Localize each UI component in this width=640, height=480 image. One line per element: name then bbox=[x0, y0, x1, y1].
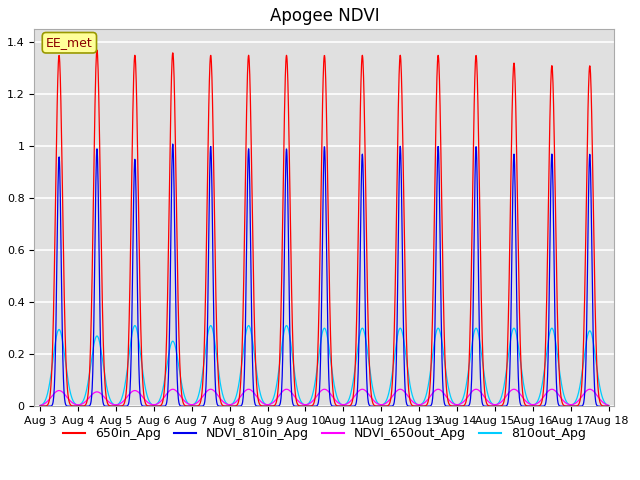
Text: EE_met: EE_met bbox=[46, 36, 93, 49]
Legend: 650in_Apg, NDVI_810in_Apg, NDVI_650out_Apg, 810out_Apg: 650in_Apg, NDVI_810in_Apg, NDVI_650out_A… bbox=[58, 422, 591, 445]
Title: Apogee NDVI: Apogee NDVI bbox=[269, 7, 380, 25]
